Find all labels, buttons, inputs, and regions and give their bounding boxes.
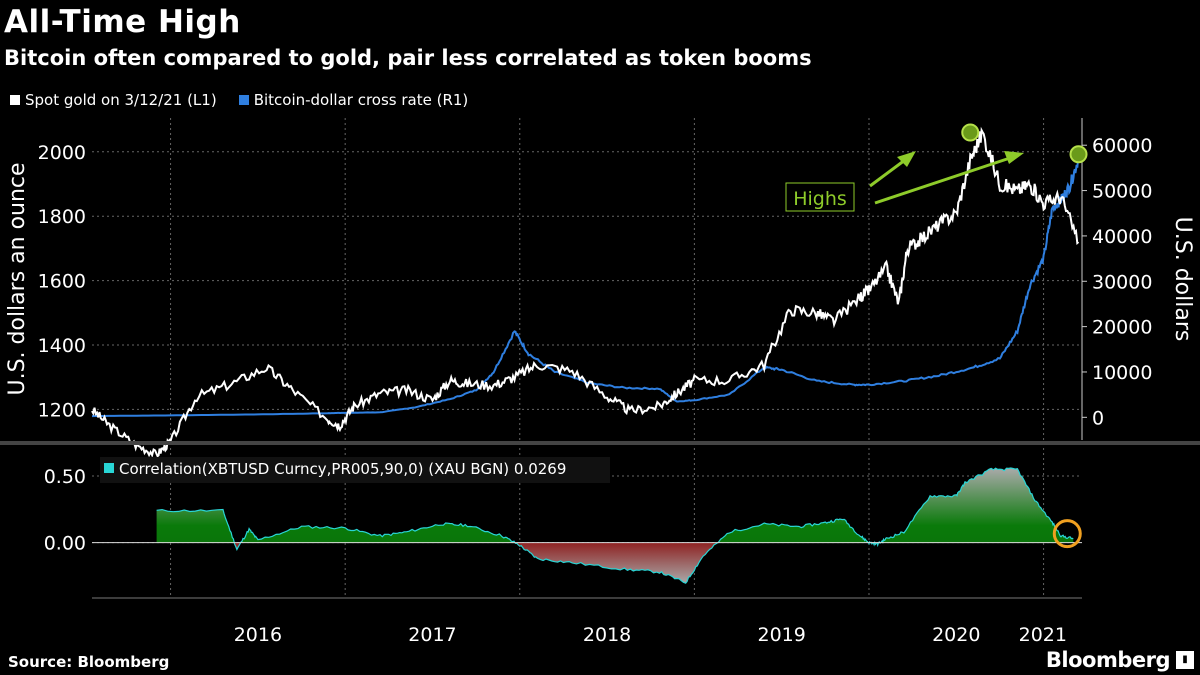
xtick-label-2017: 2017 xyxy=(408,624,456,646)
corr-highlight-circle xyxy=(1052,519,1082,549)
annotation-label: Highs xyxy=(793,188,847,210)
ytick-corr-0: 0.00 xyxy=(44,533,86,555)
corr-area-negative xyxy=(156,542,1074,584)
xtick-label-2016: 2016 xyxy=(234,624,282,646)
chart-title: All-Time High xyxy=(4,4,241,40)
ytick-right-3: 30000 xyxy=(1092,271,1152,293)
legend-label-btc: Bitcoin-dollar cross rate (R1) xyxy=(253,91,469,109)
source-note: Source: Bloomberg xyxy=(8,653,170,671)
ytick-corr-1: 0.50 xyxy=(44,466,86,488)
highlight-circle-gold xyxy=(961,123,980,142)
xtick-label-2018: 2018 xyxy=(583,624,631,646)
legend-swatch-btc xyxy=(238,95,249,105)
ytick-right-1: 10000 xyxy=(1092,362,1152,384)
ytick-right-2: 20000 xyxy=(1092,317,1152,339)
corr-legend-bg xyxy=(100,457,610,483)
ytick-left-2: 1600 xyxy=(38,271,86,293)
ytick-left-1: 1400 xyxy=(38,335,86,357)
y-axis-title-left: U.S. dollars an ounce xyxy=(5,162,30,395)
series-line-gold xyxy=(91,126,1080,458)
legend-swatch-gold xyxy=(10,95,20,105)
y-axis-title-right: U.S. dollars xyxy=(1170,217,1195,342)
chart-subtitle: Bitcoin often compared to gold, pair les… xyxy=(4,46,812,70)
corr-legend-label: Correlation(XBTUSD Curncy,PR005,90,0) (X… xyxy=(119,460,566,478)
annotation-arrowhead-2 xyxy=(1004,151,1024,164)
corr-area-positive xyxy=(156,468,1074,543)
highlight-circle-btc xyxy=(1069,145,1088,164)
legend-label-gold: Spot gold on 3/12/21 (L1) xyxy=(25,91,217,109)
ytick-left-4: 2000 xyxy=(38,142,86,164)
annotation-arrowhead-1 xyxy=(897,151,916,167)
annotation-arrow-1 xyxy=(869,158,906,188)
ytick-left-0: 1200 xyxy=(38,399,86,421)
legend-item-btc: Bitcoin-dollar cross rate (R1) xyxy=(238,91,469,109)
series-line-btc xyxy=(91,158,1080,418)
annotation-arrow-2 xyxy=(874,156,1011,205)
ytick-right-5: 50000 xyxy=(1092,181,1152,203)
annotation-box xyxy=(785,182,855,212)
main-legend: Spot gold on 3/12/21 (L1) Bitcoin-dollar… xyxy=(10,91,468,109)
ytick-right-6: 60000 xyxy=(1092,135,1152,157)
xtick-label-2021: 2021 xyxy=(1019,624,1067,646)
brand-terminal-icon: ▮ xyxy=(1176,651,1194,669)
brand-logo: Bloomberg xyxy=(1045,648,1171,672)
legend-item-gold: Spot gold on 3/12/21 (L1) xyxy=(10,91,217,109)
corr-line xyxy=(156,467,1074,584)
corr-legend-swatch xyxy=(104,463,114,473)
xtick-label-2019: 2019 xyxy=(758,624,806,646)
ytick-right-4: 40000 xyxy=(1092,226,1152,248)
ytick-right-0: 0 xyxy=(1092,407,1104,429)
ytick-left-3: 1800 xyxy=(38,206,86,228)
xtick-label-2020: 2020 xyxy=(932,624,980,646)
panel-separator xyxy=(0,441,1200,445)
